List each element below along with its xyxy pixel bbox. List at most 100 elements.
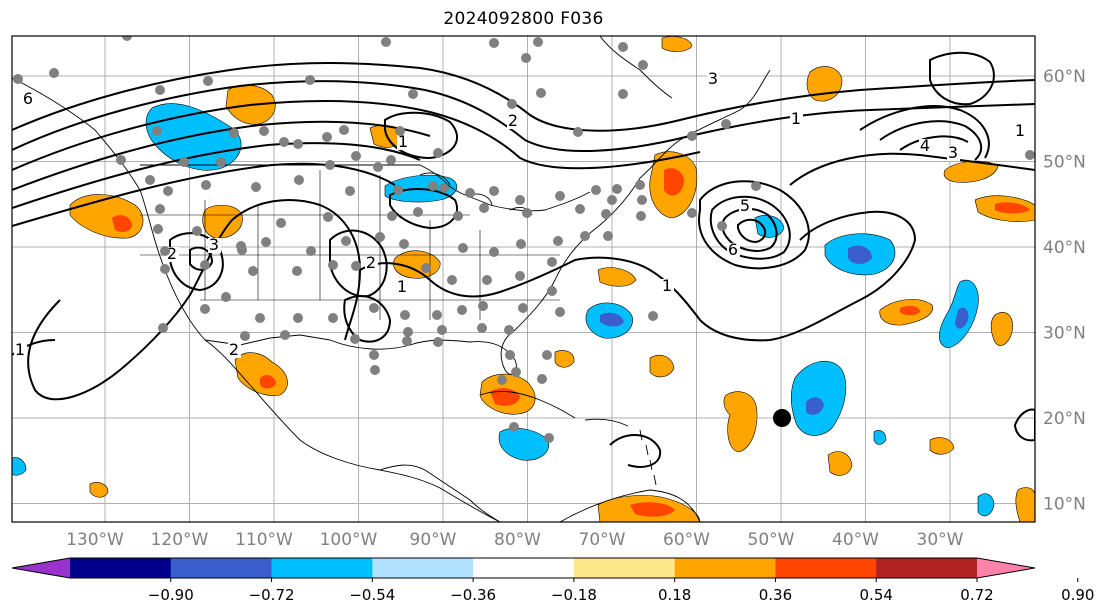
station-dot [305, 75, 315, 85]
station-dot [432, 310, 442, 320]
contours [12, 51, 1035, 468]
contour-line [789, 152, 1035, 186]
station-dot [240, 331, 250, 341]
station-dot [511, 367, 521, 377]
colorbar-band [573, 558, 676, 578]
station-dot [516, 239, 526, 249]
colorbar [11, 557, 1036, 579]
station-dot [515, 271, 525, 281]
contour-label-bg [228, 343, 241, 358]
station-dot [575, 204, 585, 214]
contour-line [698, 180, 810, 270]
latitude-label: 50°N [1043, 153, 1086, 173]
station-dot [479, 203, 489, 213]
latitude-labels: 60°N 50°N 40°N 30°N 20°N 10°N [1043, 67, 1086, 515]
station-dot [203, 76, 213, 86]
station-dot [293, 139, 303, 149]
contour-label: 1 [791, 109, 801, 128]
shade-orange [89, 482, 109, 498]
station-dot [200, 260, 210, 270]
colorbar-extend-min [12, 558, 70, 578]
contour-line [721, 208, 778, 252]
station-dot [280, 330, 290, 340]
contour-label-bg [707, 72, 720, 87]
colorbar-tick-label: 0.90 [1061, 586, 1094, 604]
contour-line [879, 120, 983, 161]
colorbar-outline [11, 557, 1036, 579]
station-dots [13, 36, 1035, 443]
station-dot [293, 313, 303, 323]
contour-label-bg [1014, 124, 1027, 139]
colorbar-band [372, 558, 474, 578]
shade-blue [12, 457, 27, 476]
south-america-coast [559, 489, 701, 522]
contour-label: 1 [1015, 121, 1025, 140]
station-dot [395, 126, 405, 136]
station-dot [507, 99, 517, 109]
contour-line [389, 188, 458, 230]
station-dot [635, 180, 645, 190]
station-dot [457, 305, 467, 315]
station-dot [341, 236, 351, 246]
colorbar-ticks: −0.90 −0.72 −0.54 −0.36 −0.18 0.18 0.36 0.54 0.7… [148, 578, 1094, 604]
station-dot [328, 260, 338, 270]
contour-line [343, 295, 392, 343]
station-dot [160, 246, 170, 256]
contour-label-bg [507, 114, 520, 129]
station-dot [489, 186, 499, 196]
contour-line [189, 246, 214, 271]
station-dot [489, 247, 499, 257]
station-dot [400, 310, 410, 320]
contour-label: 1 [662, 276, 672, 295]
station-dot [751, 181, 761, 191]
shade-blue [977, 493, 995, 517]
contour-label: 6 [728, 240, 738, 259]
station-dot [555, 307, 565, 317]
station-dot [553, 236, 563, 246]
station-dot [369, 350, 379, 360]
colorbar-extend-max [977, 558, 1035, 578]
station-dot [717, 221, 727, 231]
station-dot [325, 160, 335, 170]
station-dot [477, 323, 487, 333]
station-dot [428, 181, 438, 191]
latitude-label: 30°N [1043, 324, 1086, 344]
station-dot [439, 183, 449, 193]
station-dot [152, 126, 162, 136]
contour-line [899, 135, 969, 151]
shade-dark-blue [848, 245, 872, 264]
station-dot [537, 374, 547, 384]
station-dot [350, 334, 360, 344]
longitude-label: 40°W [832, 530, 879, 550]
shade-orange [597, 267, 637, 287]
contour-line [737, 218, 767, 244]
station-dot [261, 237, 271, 247]
station-dot [192, 226, 202, 236]
contour-label-bg [727, 243, 740, 258]
contour-label: 1 [15, 340, 25, 359]
station-dot [328, 313, 338, 323]
station-dot [521, 53, 531, 63]
station-dot [399, 239, 409, 249]
latitude-label: 10°N [1043, 495, 1086, 515]
contour-line [359, 210, 917, 342]
station-dot [505, 350, 515, 360]
station-dot [618, 89, 628, 99]
station-dot [465, 188, 475, 198]
station-dot [421, 263, 431, 273]
station-dot [591, 185, 601, 195]
station-dot [237, 245, 247, 255]
station-dot [1025, 150, 1035, 160]
station-dot [603, 231, 613, 241]
colorbar-band [775, 558, 877, 578]
station-dot [160, 264, 170, 274]
station-dot [636, 211, 646, 221]
contour-label-bg [397, 135, 410, 150]
contour-line [859, 105, 990, 159]
contour-label: 5 [740, 196, 750, 215]
colorbar-tick-label: −0.18 [551, 586, 597, 604]
contour-line [12, 120, 431, 191]
contour-label-bg [661, 279, 674, 294]
contour-label: 2 [508, 111, 518, 130]
station-dot [221, 292, 231, 302]
